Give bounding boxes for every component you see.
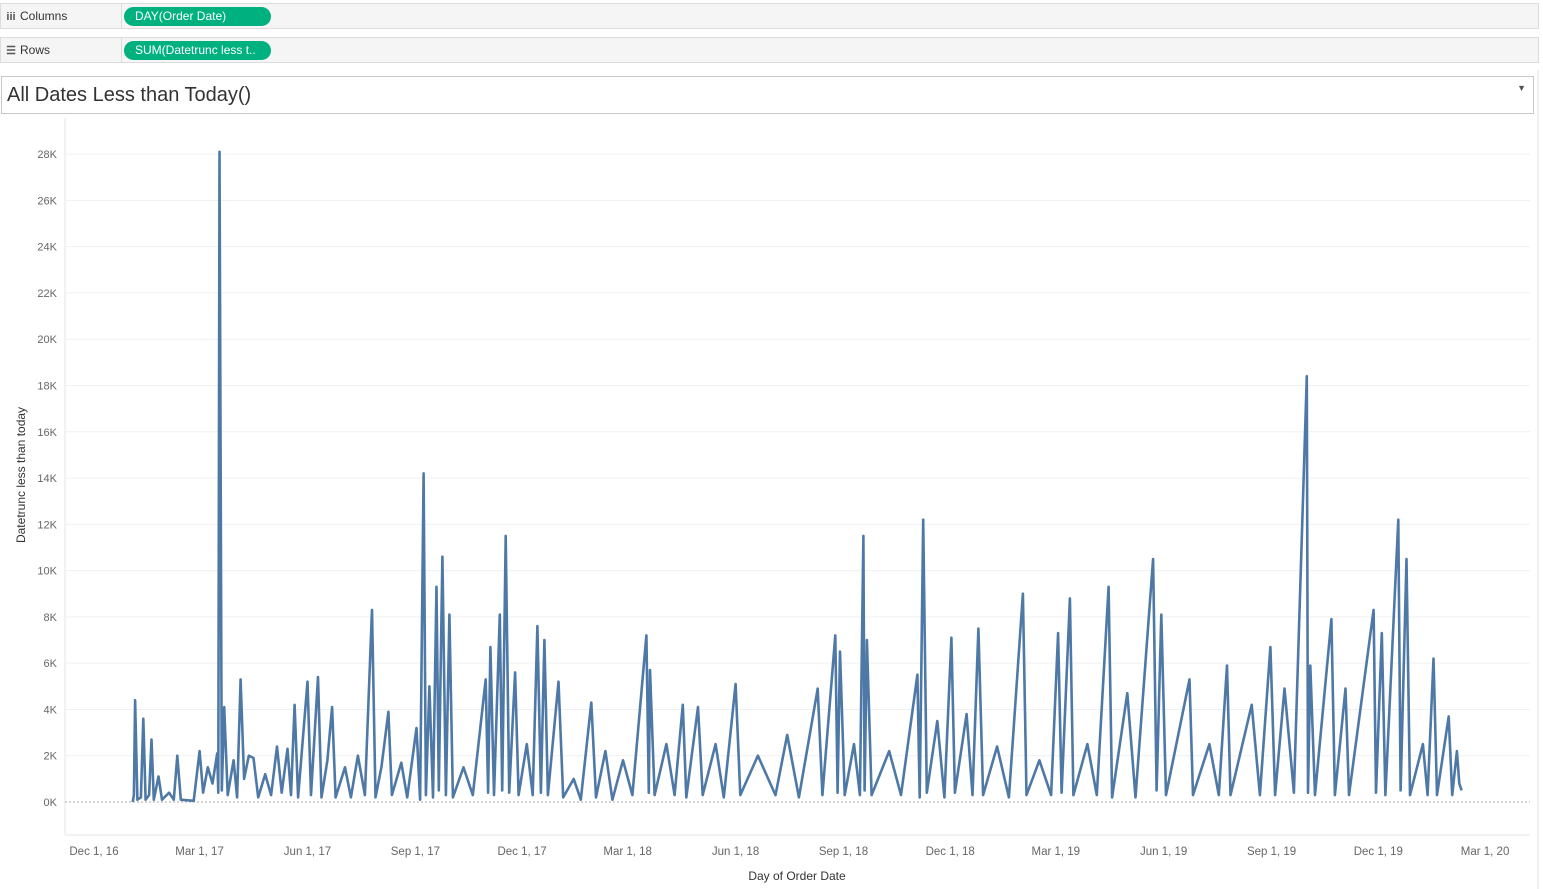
rows-icon: ☰ [6,45,16,57]
columns-shelf-label: iii Columns [1,4,122,28]
x-axis-title: Day of Order Date [748,869,846,883]
x-tick-label: Dec 1, 17 [497,846,546,858]
x-tick-label: Sep 1, 17 [391,846,440,858]
y-tick-label: 0K [44,797,58,809]
columns-icon: iii [6,11,16,23]
x-tick-label: Mar 1, 18 [603,846,652,858]
columns-shelf: iii Columns DAY(Order Date) [0,3,1539,29]
x-tick-label: Sep 1, 18 [819,846,868,858]
x-tick-label: Jun 1, 18 [712,846,759,858]
x-tick-label: Sep 1, 19 [1247,846,1296,858]
x-tick-label: Dec 1, 19 [1354,846,1403,858]
y-axis-title: Datetrunc less than today [14,407,28,543]
y-tick-label: 12K [37,519,57,531]
x-tick-label: Mar 1, 19 [1031,846,1080,858]
sheet-title-box[interactable]: All Dates Less than Today() ▼ [1,76,1534,114]
rows-shelf-label: ☰ Rows [1,38,122,62]
y-tick-label: 20K [37,334,57,346]
x-tick-label: Jun 1, 19 [1140,846,1187,858]
sheet-title: All Dates Less than Today() [7,84,252,106]
chevron-down-icon[interactable]: ▼ [1517,83,1526,93]
x-tick-label: Dec 1, 18 [926,846,975,858]
y-tick-label: 4K [44,704,58,716]
y-tick-label: 14K [37,473,57,485]
rows-shelf: ☰ Rows SUM(Datetrunc less t.. [0,37,1539,63]
y-tick-label: 18K [37,380,57,392]
y-tick-label: 16K [37,427,57,439]
rows-pill[interactable]: SUM(Datetrunc less t.. [124,41,271,60]
y-tick-label: 24K [37,242,57,254]
y-tick-label: 8K [44,612,58,624]
y-tick-label: 22K [37,288,57,300]
y-tick-label: 2K [44,751,58,763]
x-tick-label: Mar 1, 20 [1461,846,1510,858]
series-line[interactable] [131,150,1463,803]
y-tick-label: 6K [44,658,58,670]
x-tick-label: Jun 1, 17 [284,846,331,858]
y-tick-label: 10K [37,566,57,578]
x-tick-label: Mar 1, 17 [175,846,224,858]
y-tick-label: 26K [37,195,57,207]
x-tick-label: Dec 1, 16 [69,846,118,858]
y-tick-label: 28K [37,149,57,161]
columns-pill[interactable]: DAY(Order Date) [124,7,271,26]
